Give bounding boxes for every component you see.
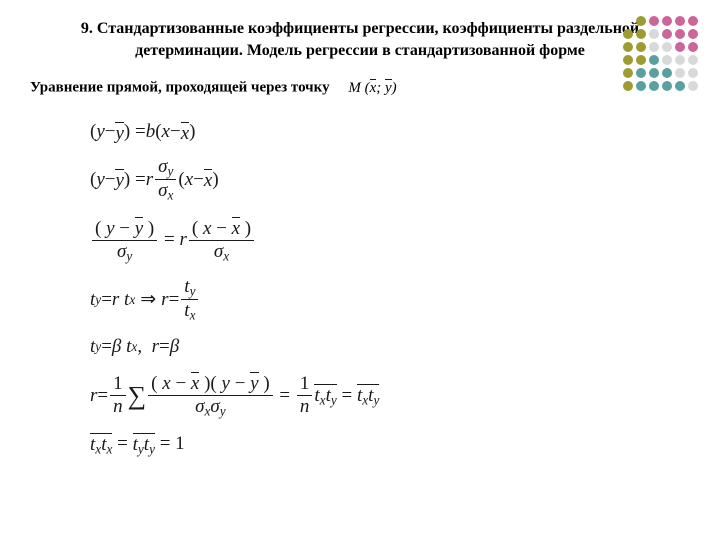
decorative-dot [675,42,685,52]
decorative-dot [623,55,633,65]
decorative-dot [649,81,659,91]
decorative-dot [662,42,672,52]
equation-6: r = 1n ∑ ( x − x )( y − y ) σxσy = 1n tx… [90,372,690,418]
title-line-2: детерминации. Модель регрессии в стандар… [135,42,585,59]
decorative-dot [636,29,646,39]
decorative-dot [623,42,633,52]
equation-3: ( y − y ) σy = r ( x − x ) σx [90,217,690,263]
decorative-dot [662,29,672,39]
subtitle-text: Уравнение прямой, проходящей через точку [30,80,330,96]
decorative-dot [662,55,672,65]
decorative-dot [636,81,646,91]
point-expression: M (x; y) [348,79,396,97]
slide-title: 9. Стандартизованные коэффициенты регрес… [30,18,690,61]
slide: 9. Стандартизованные коэффициенты регрес… [0,0,720,540]
decorative-dot [623,68,633,78]
equation-5: ty = β tx , r = β [90,336,690,358]
decorative-dot [623,81,633,91]
decorative-dot [688,29,698,39]
equation-4: ty = r tx ⇒ r = ty tx [90,277,690,323]
decorative-dot-grid [623,16,698,91]
decorative-dot [636,16,646,26]
decorative-dot [649,55,659,65]
equation-7: txtx = tyty = 1 [90,433,690,456]
decorative-dot [675,29,685,39]
decorative-dot [688,42,698,52]
decorative-dot [688,55,698,65]
decorative-dot [688,81,698,91]
decorative-dot [675,81,685,91]
decorative-dot [662,16,672,26]
equation-1: ( y − y ) = b( x − x ) [90,121,690,143]
decorative-dot [662,68,672,78]
decorative-dot [675,55,685,65]
decorative-dot [649,68,659,78]
decorative-dot [649,42,659,52]
title-line-1: 9. Стандартизованные коэффициенты регрес… [81,20,639,37]
decorative-dot [688,16,698,26]
equations-block: ( y − y ) = b( x − x ) ( y − y ) = r σy … [90,121,690,455]
decorative-dot [675,68,685,78]
subtitle: Уравнение прямой, проходящей через точку… [30,79,690,97]
decorative-dot [636,68,646,78]
decorative-dot [649,29,659,39]
decorative-dot [675,16,685,26]
decorative-dot [649,16,659,26]
decorative-dot [688,68,698,78]
decorative-dot [623,16,633,26]
decorative-dot [662,81,672,91]
decorative-dot [636,55,646,65]
equation-2: ( y − y ) = r σy σx ( x − x ) [90,157,690,203]
decorative-dot [636,42,646,52]
decorative-dot [623,29,633,39]
